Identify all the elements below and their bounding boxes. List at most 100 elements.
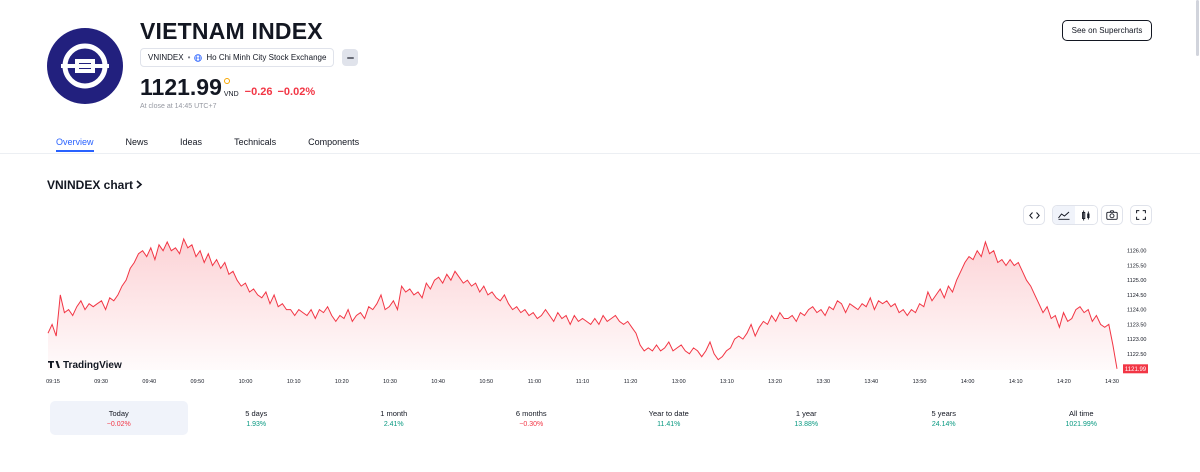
- candle-chart-button[interactable]: [1075, 206, 1097, 224]
- period-label: All time: [1068, 408, 1094, 418]
- currency-wrap: VND: [223, 78, 239, 100]
- price-area: [48, 238, 1117, 370]
- period-all-time[interactable]: All time 1021.99%: [1013, 401, 1151, 435]
- x-tick-label: 10:50: [479, 379, 493, 385]
- globe-icon: [194, 53, 203, 62]
- x-tick-label: 14:10: [1009, 379, 1023, 385]
- x-tick-label: 13:30: [816, 379, 830, 385]
- x-tick-label: 14:30: [1105, 379, 1119, 385]
- period-5-years[interactable]: 5 years 24.14%: [875, 401, 1013, 435]
- x-tick-label: 10:30: [383, 379, 397, 385]
- area-chart-button[interactable]: [1053, 206, 1075, 224]
- y-tick-label: 1123.50: [1127, 322, 1146, 328]
- symbol-label: VNINDEX: [148, 53, 184, 62]
- x-tick-label: 09:30: [94, 379, 108, 385]
- period-6-months[interactable]: 6 months −0.30%: [463, 401, 601, 435]
- period-5-days[interactable]: 5 days 1.93%: [188, 401, 326, 435]
- x-tick-label: 11:20: [624, 379, 637, 385]
- tab-technicals[interactable]: Technicals: [234, 137, 277, 147]
- x-tick-label: 10:10: [287, 379, 301, 385]
- period-label: Today: [108, 408, 129, 418]
- chart-title-link[interactable]: VNINDEX chart: [47, 178, 143, 192]
- symbol-tag[interactable]: VNINDEX • Ho Chi Minh City Stock Exchang…: [140, 48, 335, 67]
- more-button[interactable]: [342, 49, 359, 66]
- exchange-label: Ho Chi Minh City Stock Exchange: [206, 53, 327, 62]
- period-year-to-date[interactable]: Year to date 11.41%: [600, 401, 738, 435]
- last-price-label: 1121.99: [1125, 367, 1147, 373]
- x-tick-label: 10:20: [335, 379, 349, 385]
- chart-style-group: [1052, 205, 1098, 225]
- x-tick-label: 09:50: [191, 379, 205, 385]
- period-label: 5 years: [931, 408, 957, 418]
- period-change: 13.88%: [794, 420, 819, 428]
- y-tick-label: 1125.00: [1127, 278, 1146, 284]
- performance-periods: Today −0.02% 5 days 1.93% 1 month 2.41% 6 mont…: [50, 401, 1150, 435]
- embed-code-button[interactable]: [1023, 205, 1045, 225]
- x-tick-label: 10:00: [239, 379, 253, 385]
- fullscreen-tool: [1130, 205, 1152, 225]
- y-tick-label: 1124.00: [1127, 308, 1146, 314]
- x-tick-label: 11:10: [576, 379, 589, 385]
- x-tick-label: 13:10: [720, 379, 734, 385]
- period-label: 1 year: [795, 408, 817, 418]
- x-tick-label: 11:00: [528, 379, 541, 385]
- tradingview-watermark: TradingView: [48, 360, 122, 371]
- period-today[interactable]: Today −0.02%: [50, 401, 188, 435]
- x-tick-label: 14:00: [961, 379, 975, 385]
- period-1-year[interactable]: 1 year 13.88%: [738, 401, 876, 435]
- chart-style-toggle: [1052, 205, 1098, 225]
- tab-ideas[interactable]: Ideas: [180, 137, 203, 147]
- separator-dot: •: [187, 53, 191, 62]
- period-change: −0.02%: [106, 420, 131, 428]
- x-tick-label: 10:40: [431, 379, 445, 385]
- tabs-divider: [0, 153, 1200, 154]
- tradingview-logo-icon: [48, 361, 60, 368]
- price-change: −0.26: [244, 86, 273, 98]
- period-label: 1 month: [380, 408, 408, 418]
- watermark-text: TradingView: [63, 360, 122, 371]
- period-change: 1021.99%: [1065, 420, 1098, 428]
- index-logo: [47, 28, 123, 104]
- x-tick-label: 09:15: [46, 379, 60, 385]
- symbol-tags: VNINDEX • Ho Chi Minh City Stock Exchang…: [140, 48, 359, 67]
- vnindex-logo-icon: [61, 43, 109, 89]
- snapshot-tool: [1101, 205, 1123, 225]
- price-line: [47, 237, 1118, 369]
- period-label: Year to date: [648, 408, 689, 418]
- period-change: 24.14%: [931, 420, 956, 428]
- fullscreen-button[interactable]: [1130, 205, 1152, 225]
- chart-title-label: VNINDEX chart: [47, 178, 134, 192]
- period-change: 2.41%: [383, 420, 404, 428]
- page-scrollbar[interactable]: [1196, 0, 1199, 56]
- code-icon: [1028, 211, 1040, 219]
- market-status-dot-icon: [223, 78, 230, 84]
- section-tabs: Overview News Ideas Technicals Components: [46, 130, 381, 152]
- x-tick-label: 13:50: [913, 379, 927, 385]
- see-on-supercharts-button[interactable]: See on Supercharts: [1062, 20, 1152, 41]
- tab-news[interactable]: News: [125, 137, 149, 147]
- tab-overview[interactable]: Overview: [46, 130, 104, 152]
- period-label: 5 days: [245, 408, 268, 418]
- x-tick-label: 13:20: [768, 379, 782, 385]
- page-title: VIETNAM INDEX: [140, 18, 323, 44]
- x-tick-label: 13:40: [864, 379, 878, 385]
- chevron-right-icon: [136, 180, 143, 189]
- y-tick-label: 1126.00: [1127, 249, 1146, 255]
- currency-label: VND: [223, 91, 239, 98]
- period-change: −0.30%: [519, 420, 544, 428]
- camera-icon: [1106, 210, 1118, 220]
- last-price: 1121.99: [140, 74, 222, 100]
- price-chart[interactable]: 1126.00 1125.50 1125.00 1124.50 1124.00 1123.…: [0, 236, 1200, 386]
- y-tick-label: 1123.00: [1127, 337, 1146, 343]
- snapshot-button[interactable]: [1101, 205, 1123, 225]
- y-tick-label: 1124.50: [1127, 293, 1146, 299]
- y-tick-label: 1122.50: [1127, 352, 1146, 358]
- period-1-month[interactable]: 1 month 2.41%: [325, 401, 463, 435]
- minus-icon: [346, 56, 354, 59]
- period-change: 11.41%: [657, 420, 681, 428]
- tab-components[interactable]: Components: [308, 137, 360, 147]
- period-change: 1.93%: [246, 420, 267, 428]
- x-tick-label: 09:40: [142, 379, 156, 385]
- price-change-percent: −0.02%: [277, 86, 316, 98]
- last-price-marker: 1121.99: [1123, 364, 1148, 374]
